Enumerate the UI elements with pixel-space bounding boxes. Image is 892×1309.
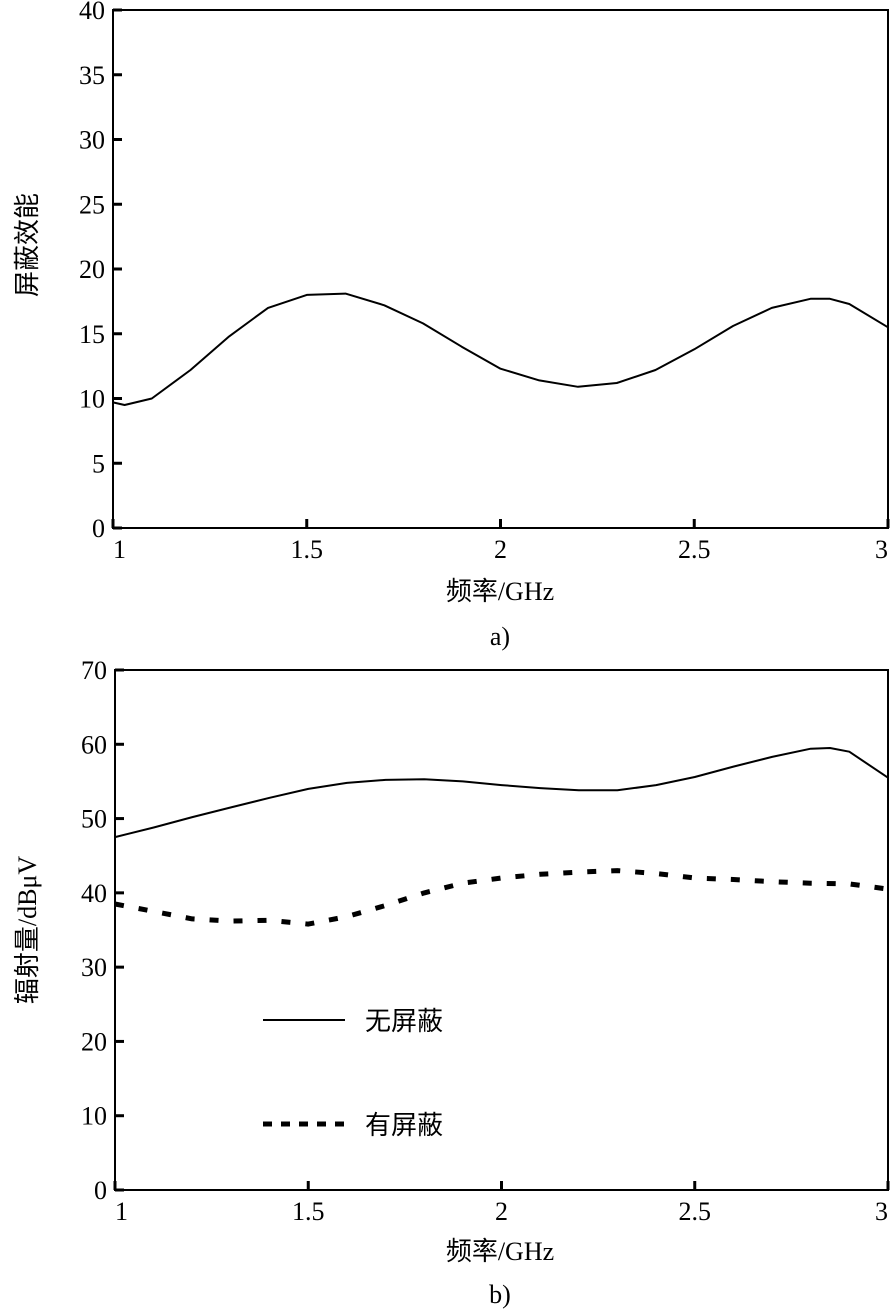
y-tick-label: 10: [79, 385, 105, 414]
y-tick-label: 30: [79, 126, 105, 155]
plot-frame: [112, 9, 889, 529]
panel-label: a): [490, 622, 510, 651]
plot-frame: [114, 669, 889, 1191]
x-tick-label: 2.5: [678, 535, 711, 564]
y-tick-label: 60: [81, 730, 107, 759]
x-tick-label: 3: [875, 1197, 888, 1226]
y-tick-label: 35: [79, 61, 105, 90]
series-line-solid: [112, 292, 889, 406]
y-tick-label: 0: [94, 1176, 107, 1205]
legend: 无屏蔽 有屏蔽: [263, 1007, 443, 1140]
series-line-solid: [114, 747, 889, 839]
legend-label: 无屏蔽: [365, 1007, 443, 1036]
panel-b: 频率/GHz b) 辐射量/dBμV 无屏蔽 有屏蔽 0 10 20 30 40 50 60…: [13, 656, 890, 1309]
x-tick-label: 1.5: [291, 535, 324, 564]
x-tick-label: 3: [875, 535, 888, 564]
y-tick-label: 70: [81, 656, 107, 685]
x-tick-label: 2: [494, 535, 507, 564]
y-tick-label: 10: [81, 1102, 107, 1131]
y-tick-label: 0: [92, 514, 105, 543]
y-tick-label: 15: [79, 320, 105, 349]
y-tick-label: 20: [81, 1027, 107, 1056]
y-axis-title: 辐射量/dBμV: [13, 856, 42, 1005]
x-tick-label: 1.5: [292, 1197, 325, 1226]
y-tick-label: 30: [81, 953, 107, 982]
y-tick-label: 20: [79, 255, 105, 284]
legend-label: 有屏蔽: [365, 1111, 443, 1140]
x-axis-title: 频率/GHz: [446, 1237, 554, 1266]
y-tick-label: 5: [92, 449, 105, 478]
x-tick-label: 2: [495, 1197, 508, 1226]
y-tick-label: 40: [81, 879, 107, 908]
panel-label: b): [489, 1280, 511, 1309]
x-axis-title: 频率/GHz: [446, 577, 554, 606]
y-tick-label: 50: [81, 805, 107, 834]
y-tick-label: 40: [79, 0, 105, 25]
y-axis-title: 屏蔽效能: [13, 193, 42, 297]
x-tick-label: 1: [113, 535, 126, 564]
x-tick-label: 1: [115, 1197, 128, 1226]
panel-a: 频率/GHz a) 屏蔽效能 0 5 10 15 20 25 30 35 40 1 1.5 2 2.5 3: [13, 0, 890, 651]
y-tick-label: 25: [79, 190, 105, 219]
x-tick-label: 2.5: [679, 1197, 712, 1226]
series-line-dashed: [114, 868, 889, 927]
